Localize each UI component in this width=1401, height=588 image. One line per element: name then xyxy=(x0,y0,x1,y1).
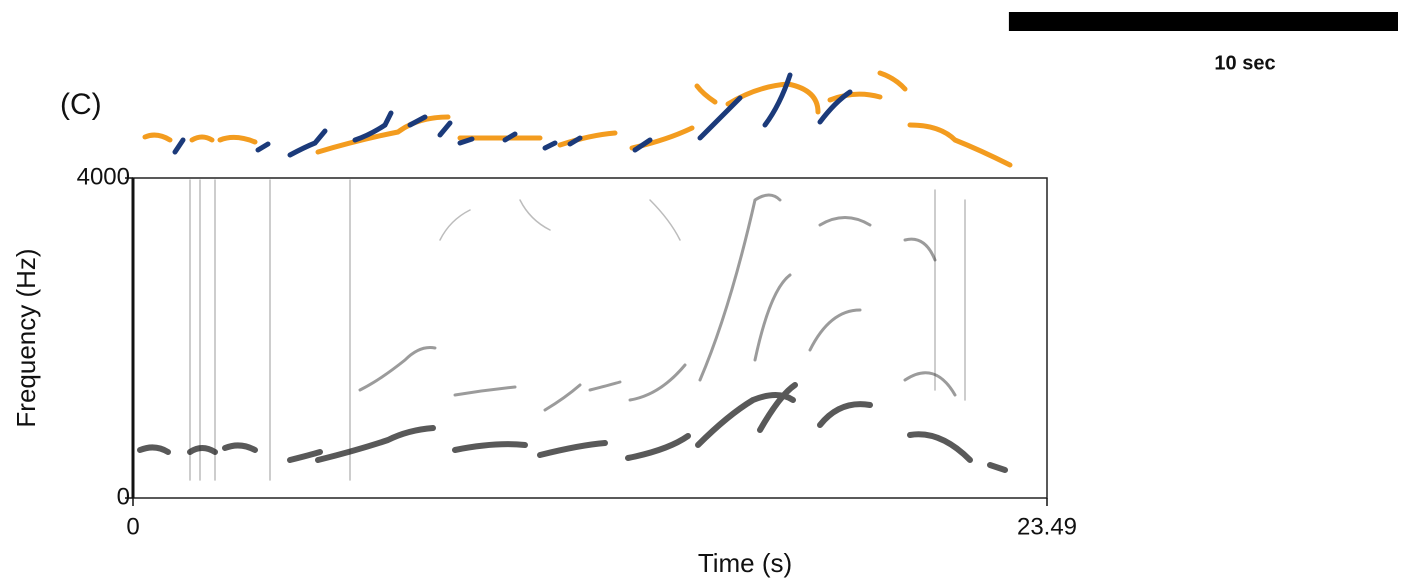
x-axis-label: Time (s) xyxy=(698,548,792,578)
x-tick-label: 0 xyxy=(126,513,139,540)
spectrogram-image xyxy=(137,179,1008,481)
y-axis-label: Frequency (Hz) xyxy=(11,248,41,427)
pitch-traces xyxy=(142,70,1013,168)
y-tick-label: 0 xyxy=(117,483,130,510)
panel-label: (C) xyxy=(60,88,102,121)
scale-bar-label: 10 sec xyxy=(1214,52,1275,74)
x-tick-label: 23.49 xyxy=(1017,513,1077,540)
y-tick-label: 4000 xyxy=(77,163,130,190)
scale-bar xyxy=(1008,12,1398,31)
